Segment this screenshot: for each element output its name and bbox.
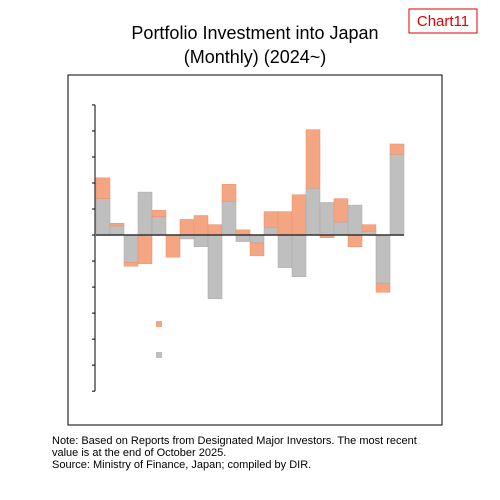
bar (123, 234, 139, 263)
legend-swatch (156, 352, 162, 358)
bar (137, 191, 153, 236)
bar (305, 129, 321, 189)
badge-box (408, 8, 478, 34)
bar (109, 225, 125, 236)
bar (375, 282, 391, 293)
bar (235, 229, 251, 236)
bar (151, 216, 167, 236)
bar (263, 226, 279, 236)
badge: Chart11 (417, 13, 469, 30)
bar (137, 234, 153, 264)
bar (151, 210, 167, 218)
bar (347, 234, 363, 247)
bar (375, 234, 391, 284)
chart-subtitle: (Monthly) (2024~) (184, 47, 327, 67)
bar (263, 211, 279, 228)
bar (291, 194, 307, 236)
bar (235, 234, 251, 242)
bar (277, 211, 293, 236)
bar (249, 234, 265, 244)
bar (95, 198, 111, 236)
legend-swatch (156, 321, 162, 327)
bar (333, 198, 349, 223)
bar (319, 202, 335, 236)
bar (277, 234, 293, 268)
bar (207, 234, 223, 300)
note: value is at the end of October 2025. (52, 447, 226, 459)
bar (221, 184, 237, 202)
bar (249, 242, 265, 257)
bar (221, 200, 237, 236)
bar (123, 262, 139, 267)
bar (389, 154, 405, 236)
bar (361, 224, 377, 232)
chart-title: Portfolio Investment into Japan (131, 23, 378, 43)
bar (95, 177, 111, 199)
bar (347, 204, 363, 236)
bar (291, 234, 307, 277)
bar (193, 215, 209, 236)
note: Note: Based on Reports from Designated M… (52, 435, 417, 447)
bar (305, 187, 321, 236)
bar (193, 234, 209, 247)
bar (207, 224, 223, 236)
bar (389, 143, 405, 155)
bar (333, 221, 349, 236)
bar (109, 223, 125, 227)
bar (165, 234, 181, 258)
note: Source: Ministry of Finance, Japan; comp… (52, 459, 311, 471)
bar (179, 219, 195, 236)
plot-frame (67, 74, 443, 426)
